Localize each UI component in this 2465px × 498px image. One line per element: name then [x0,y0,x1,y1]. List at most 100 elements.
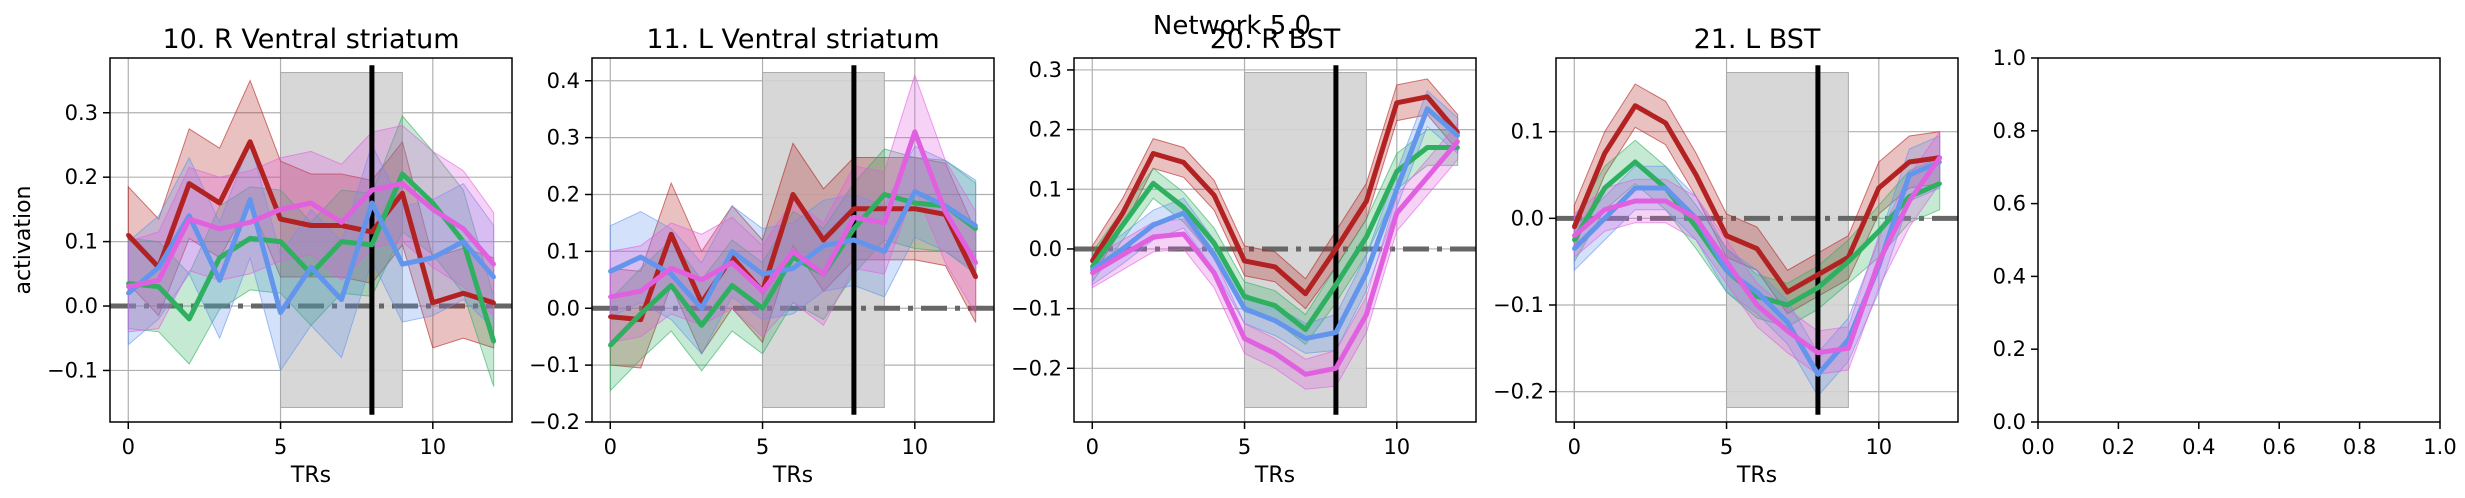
series-magenta-point [1815,350,1821,355]
series-magenta-point [491,261,496,267]
series-blue-point [217,278,222,283]
series-blue-point [400,261,405,267]
series-green-point [491,339,496,344]
series-red-point [1815,272,1821,277]
series-blue-point [1724,268,1729,273]
series-blue-point [1333,330,1339,335]
y-axis-label: activation [11,186,36,295]
y-tick-label: 0.0 [547,296,580,320]
series-blue-point [308,265,314,270]
series-red-point [1150,151,1156,156]
series-magenta-point [821,271,826,277]
x-tick-label: 5 [1238,435,1251,459]
y-tick-label: 0.2 [547,183,580,207]
series-magenta-point [217,226,222,231]
series-magenta-point [1364,312,1369,317]
subplot-title: 21. L BST [1694,24,1821,55]
series-blue-point [1455,133,1460,138]
series-blue-point [247,197,253,202]
plot-area [1074,58,1476,422]
series-green-point [1242,294,1247,299]
plot-area [1556,58,1958,422]
series-magenta-point [790,249,796,254]
x-tick-label: 0 [1086,435,1099,459]
series-green-point [668,283,674,288]
axes-frame [591,57,995,423]
series-red-point [1394,100,1400,105]
series-red-point [1632,103,1638,108]
series-green-point [1815,285,1821,290]
series-magenta-point [699,277,704,283]
series-magenta-point [912,129,918,135]
series-red-point [217,200,222,206]
y-tick-label: 0.8 [1993,119,2026,143]
series-magenta-point [461,226,466,231]
series-red-point [1272,264,1278,270]
series-green-point [882,192,887,197]
series-blue-point [1272,318,1278,323]
series-magenta-point [1150,234,1156,240]
series-magenta-point [1876,259,1882,264]
series-green-point [1211,240,1217,246]
series-blue-point [126,290,131,296]
series-red-point [973,274,978,280]
series-blue-point [882,249,887,254]
series-blue-point [760,271,765,277]
series-green-point [186,316,192,322]
subplot-title: 11. L Ventral striatum [646,24,939,55]
series-green-point [278,239,283,244]
series-red-point [1663,120,1668,126]
series-blue-point [821,243,826,248]
series-red-band [609,142,977,369]
series-magenta-point [308,200,314,206]
series-green-point [1425,145,1430,150]
series-green-point [1303,327,1308,332]
series-green-point [247,236,253,241]
series-blue-point [430,255,436,260]
series-magenta-point [1455,139,1460,144]
series-blue-point [1815,372,1821,377]
x-tick-label: 10 [901,435,928,459]
series-red-point [461,290,466,296]
series-magenta-point [1754,302,1760,308]
series-blue-point [699,306,704,311]
series-red-point [668,232,674,237]
y-tick-label: 0.3 [547,126,580,150]
series-green-point [1602,185,1607,191]
series-blue-point [851,237,857,243]
series-green-point [217,255,222,260]
series-magenta-point [1846,346,1851,351]
series-green-point [1120,222,1125,228]
plot-area [110,58,512,422]
y-tick-label: 0.2 [1029,118,1062,142]
series-magenta-point [882,220,887,226]
series-magenta-point [1211,270,1217,276]
series-green-point [851,226,857,231]
subplot-title: 20. R BST [1210,24,1341,55]
series-red-point [369,229,375,235]
series-red-point [821,237,826,243]
series-blue-band [127,140,495,372]
series-red-point [1242,258,1247,264]
x-tick-label: 5 [274,435,287,459]
series-magenta-point [1572,233,1577,238]
series-red-point [1425,94,1430,99]
series-magenta-point [278,207,283,212]
series-red-point [1602,151,1607,156]
series-magenta-point [247,220,253,225]
y-tick-label: −0.1 [1493,293,1544,317]
axes-frame [1555,57,1959,423]
x-tick-label: 1.0 [2423,435,2456,459]
x-tick-label: 0.4 [2182,435,2215,459]
series-green-point [760,306,765,311]
subplot-1: 0 5 10 −0.1 0.0 0.1 0.2 0.3 10. R Ventral striat… [11,24,513,488]
series-red-point [1785,289,1790,295]
x-tick-label: 10 [1865,435,1892,459]
x-axis-label: TRs [1736,463,1777,488]
y-tick-label: 0.1 [65,230,98,254]
series-green-point [156,284,161,289]
axes-frame [1073,57,1477,423]
series-blue-point [1907,172,1912,178]
series-blue-point [278,310,283,315]
